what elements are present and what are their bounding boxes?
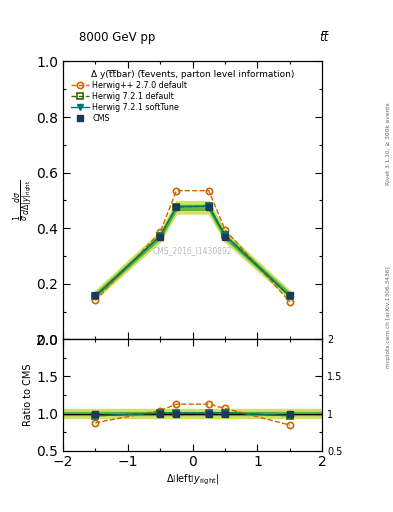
Text: mcplots.cern.ch [arXiv:1306.3436]: mcplots.cern.ch [arXiv:1306.3436] <box>386 267 391 368</box>
Herwig 7.2.1 softTune <box>288 293 292 300</box>
Herwig 7.2.1 default <box>158 233 163 239</box>
CMS <box>158 233 163 240</box>
CMS <box>93 292 97 298</box>
Bar <box>63 409 322 418</box>
Herwig 7.2.1 softTune <box>206 203 211 209</box>
CMS <box>174 204 179 210</box>
Herwig 7.2.1 default <box>93 293 97 300</box>
Herwig 7.2.1 default <box>174 204 179 210</box>
Herwig 7.2.1 default <box>288 293 292 300</box>
Y-axis label: $\frac{1}{\sigma}\frac{d\sigma}{d\Delta|y|_{\mathrm{right}}}$: $\frac{1}{\sigma}\frac{d\sigma}{d\Delta|… <box>11 180 35 221</box>
Line: Herwig 7.2.1 softTune: Herwig 7.2.1 softTune <box>92 203 293 300</box>
CMS <box>222 233 227 240</box>
Herwig++ 2.7.0 default <box>222 226 227 232</box>
Herwig++ 2.7.0 default <box>174 187 179 194</box>
Text: tt̅: tt̅ <box>319 31 328 44</box>
Herwig 7.2.1 default <box>206 203 211 209</box>
Text: 8000 GeV pp: 8000 GeV pp <box>79 31 155 44</box>
Herwig++ 2.7.0 default <box>288 299 292 305</box>
Herwig++ 2.7.0 default <box>158 229 163 236</box>
Herwig 7.2.1 softTune <box>93 293 97 300</box>
Herwig++ 2.7.0 default <box>206 187 211 194</box>
Line: Herwig++ 2.7.0 default: Herwig++ 2.7.0 default <box>92 187 293 305</box>
Bar <box>63 412 322 415</box>
Line: CMS: CMS <box>92 204 293 298</box>
CMS <box>206 204 211 210</box>
Line: Herwig 7.2.1 default: Herwig 7.2.1 default <box>92 203 293 300</box>
Herwig 7.2.1 softTune <box>222 232 227 239</box>
Text: Rivet 3.1.10, ≥ 300k events: Rivet 3.1.10, ≥ 300k events <box>386 102 391 185</box>
Herwig 7.2.1 softTune <box>158 233 163 239</box>
CMS <box>288 292 292 298</box>
Text: Δ y(t̅t̅bar) (t̅̅events, parton level information): Δ y(t̅t̅bar) (t̅̅events, parton level in… <box>91 70 294 79</box>
Y-axis label: Ratio to CMS: Ratio to CMS <box>23 364 33 426</box>
Herwig++ 2.7.0 default <box>93 297 97 304</box>
Text: CMS_2016_I1430892: CMS_2016_I1430892 <box>153 246 232 255</box>
X-axis label: $\Delta\left|{\rm left}\right|y_{\rm right}|$: $\Delta\left|{\rm left}\right|y_{\rm rig… <box>166 472 219 486</box>
Legend: Herwig++ 2.7.0 default, Herwig 7.2.1 default, Herwig 7.2.1 softTune, CMS: Herwig++ 2.7.0 default, Herwig 7.2.1 def… <box>70 79 189 124</box>
Herwig 7.2.1 default <box>222 232 227 239</box>
Herwig 7.2.1 softTune <box>174 204 179 210</box>
